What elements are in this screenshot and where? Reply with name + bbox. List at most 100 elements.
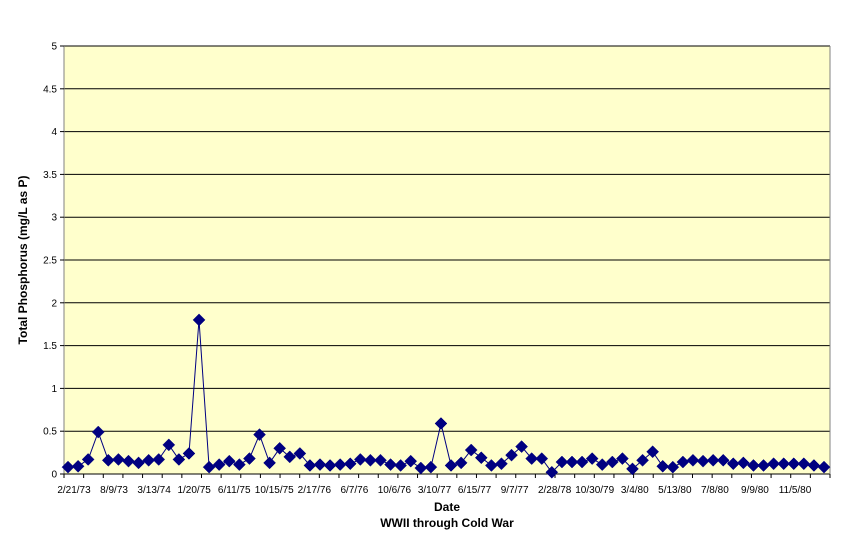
data-point-marker [716,453,730,467]
data-point-marker [605,455,619,469]
data-point-marker [545,465,559,479]
y-tick-label: 2.5 [43,256,57,267]
data-point-marker [626,462,639,476]
data-point-marker [636,453,649,467]
data-point-marker [152,453,166,466]
y-axis-title: Total Phosphorus (mg/L as P) [16,176,30,345]
x-tick-label: 1/20/75 [177,485,211,496]
data-point-marker [807,459,821,472]
data-point-marker [353,453,367,466]
data-point-marker [364,453,377,467]
data-point-marker [787,457,801,471]
data-point-marker [515,440,528,453]
data-point-marker [686,453,700,467]
data-point-marker [565,455,579,469]
data-point-marker [404,454,418,468]
data-point-marker [333,458,347,471]
x-tick-label: 9/9/80 [741,485,769,496]
data-point-marker [474,451,488,465]
x-axis-title: Date [434,500,460,514]
x-tick-label: 11/5/80 [779,485,812,496]
data-point-marker [535,452,549,465]
y-tick-label: 0 [51,470,57,481]
data-point-marker [585,452,599,465]
data-point-marker [414,461,428,475]
data-point-marker [71,459,85,473]
x-tick-labels: 2/21/73 8/9/73 3/13/74 1/20/75 6/11/75 10/15/… [57,474,831,496]
data-point-marker [646,445,659,459]
data-point-marker [293,447,307,460]
data-point-marker [767,457,780,471]
gridlines [64,45,830,432]
x-tick-label: 3/4/80 [621,485,649,496]
x-tick-label: 10/6/76 [378,485,412,496]
y-tick-label: 5 [51,42,57,53]
data-point-marker [101,453,115,467]
data-point-marker [676,455,690,469]
x-tick-label: 2/17/76 [298,485,332,496]
data-point-marker [464,443,478,457]
data-point-marker [91,425,105,439]
data-point-marker [182,447,196,460]
data-point-marker [112,453,125,466]
data-point-marker [212,458,226,471]
data-point-marker [132,456,145,470]
data-point-marker [434,417,448,430]
data-point-marker [575,455,589,469]
data-point-marker [424,460,438,474]
data-point-marker [253,428,266,441]
data-point-marker [444,459,458,472]
data-point-marker [343,457,357,471]
x-tick-label: 6/7/76 [340,485,368,496]
data-point-marker [454,456,468,470]
x-tick-label: 2/28/78 [538,485,572,496]
y-tick-label: 0.5 [43,427,57,438]
data-point-marker [797,457,811,471]
data-point-marker [162,438,176,452]
data-point-marker [555,455,569,469]
data-point-marker [303,459,317,472]
data-point-marker [495,457,508,471]
x-tick-label: 10/15/75 [255,485,294,496]
data-point-marker [394,459,407,472]
x-tick-label: 7/8/80 [701,485,729,496]
data-point-marker [233,458,246,471]
x-tick-label: 3/13/74 [137,485,171,496]
data-point-marker [313,458,327,471]
x-tick-label: 6/11/75 [218,485,251,496]
x-tick-label: 8/9/73 [100,485,128,496]
data-point-marker [666,460,680,474]
data-point-marker [374,453,387,467]
data-point-marker [696,454,710,468]
data-point-marker [485,459,498,472]
data-point-marker [777,457,791,471]
series-group [61,313,831,479]
data-point-marker [706,453,720,467]
y-tick-label: 3.5 [43,170,57,181]
data-point-marker [273,441,287,455]
data-point-marker [222,454,236,468]
data-point-marker [656,459,670,473]
data-point-marker [525,452,539,465]
data-point-marker [726,457,740,471]
x-tick-label: 9/7/77 [501,485,529,496]
data-point-marker [384,458,397,471]
x-tick-label: 6/15/77 [458,485,492,496]
data-point-marker [595,458,609,471]
data-point-marker [757,459,770,472]
x-tick-label: 5/13/80 [658,485,692,496]
data-point-marker [122,454,135,468]
y-tick-labels: 0 0.5 1 1.5 2 2.5 3 3.5 4 4.5 5 [43,42,64,481]
data-point-marker [81,453,95,466]
data-point-marker [243,452,256,465]
data-point-marker [263,456,276,470]
data-point-marker [202,460,216,474]
y-tick-label: 1 [51,384,57,395]
x-tick-label: 10/30/79 [575,485,614,496]
data-point-marker [323,459,337,472]
y-tick-label: 4.5 [43,84,57,95]
chart-subtitle: WWII through Cold War [380,516,514,530]
data-point-marker [817,460,831,474]
x-tick-label: 3/10/77 [418,485,452,496]
